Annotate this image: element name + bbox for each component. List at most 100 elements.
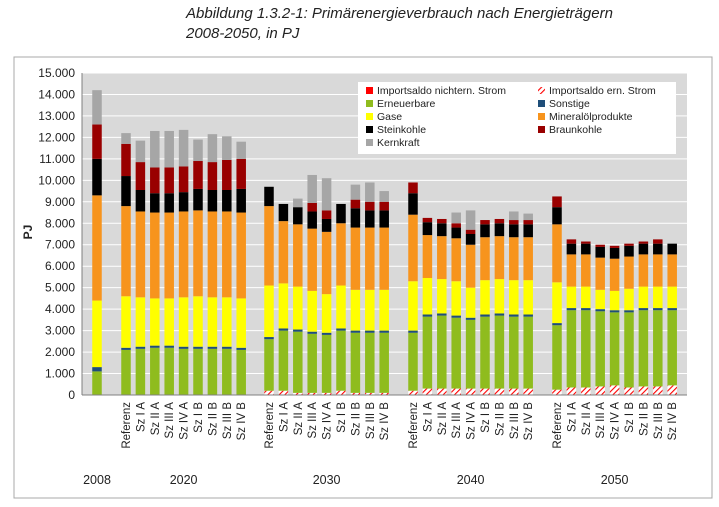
bar-segment xyxy=(278,221,289,284)
bar-segment xyxy=(581,241,591,244)
x-category-label: Sz II A xyxy=(150,402,162,436)
x-category-label: Sz IV B xyxy=(379,402,391,441)
bar-segment xyxy=(609,290,620,311)
bar-stack xyxy=(336,203,346,395)
bar-segment xyxy=(207,346,218,349)
bar-segment xyxy=(379,210,389,228)
bar-segment xyxy=(422,314,433,317)
bar-segment xyxy=(624,243,634,246)
bar-segment xyxy=(408,330,418,333)
bar-segment xyxy=(336,223,346,286)
bar-stack xyxy=(465,210,476,395)
bar-segment xyxy=(222,189,232,212)
y-tick-label: 7.000 xyxy=(45,238,75,252)
bar-segment xyxy=(336,390,346,395)
bar-segment xyxy=(609,258,620,291)
bar-segment xyxy=(150,298,160,346)
bar-segment xyxy=(566,308,577,311)
bar-segment xyxy=(293,224,303,287)
x-category-label: Sz I B xyxy=(480,402,492,433)
bar-segment xyxy=(581,286,591,309)
x-category-label: Sz I B xyxy=(336,402,348,433)
x-category-label: Referenz xyxy=(408,402,420,449)
bar-segment xyxy=(379,289,389,331)
bar-segment xyxy=(422,217,433,223)
bar-segment xyxy=(278,330,289,391)
bar-segment xyxy=(193,161,203,189)
bar-stack xyxy=(581,241,591,395)
bar-stack xyxy=(638,241,649,395)
bar-stack xyxy=(379,191,389,395)
x-category-label: Sz IV A xyxy=(179,402,191,440)
bar-segment xyxy=(307,228,317,291)
x-category-label: Sz II A xyxy=(581,402,593,436)
x-category-label: Sz IV A xyxy=(466,402,478,440)
bar-segment xyxy=(465,317,476,320)
x-category-label: Sz IV A xyxy=(322,402,334,440)
bar-segment xyxy=(451,317,461,389)
bar-segment xyxy=(321,210,332,219)
bar-segment xyxy=(552,282,562,324)
bar-segment xyxy=(609,310,620,313)
bar-segment xyxy=(150,167,160,194)
bar-segment xyxy=(653,310,663,387)
bar-segment xyxy=(581,243,591,255)
legend-label: Erneuerbare xyxy=(377,98,436,110)
bar-segment xyxy=(480,237,490,281)
bar-stack xyxy=(321,178,332,395)
bar-segment xyxy=(624,312,634,388)
bar-segment xyxy=(509,220,519,225)
bar-segment xyxy=(150,193,160,213)
bar-segment xyxy=(278,203,289,222)
bar-segment xyxy=(451,212,461,224)
bar-stack xyxy=(422,217,433,395)
bar-segment xyxy=(207,162,218,190)
bar-segment xyxy=(638,243,649,255)
bar-segment xyxy=(422,222,433,236)
bar-stack xyxy=(236,141,246,395)
bar-stack xyxy=(595,244,605,395)
bar-segment xyxy=(379,332,389,393)
bar-segment xyxy=(638,310,649,387)
bar-segment xyxy=(178,129,189,167)
bar-segment xyxy=(509,388,519,395)
bar-segment xyxy=(121,176,131,207)
y-tick-label: 8.000 xyxy=(45,216,75,230)
x-category-label: Sz IV B xyxy=(667,402,679,441)
bar-segment xyxy=(552,389,562,395)
bar-segment xyxy=(193,296,203,347)
bar-segment xyxy=(624,387,634,395)
bar-segment xyxy=(566,286,577,309)
bar-segment xyxy=(278,390,289,395)
bar-segment xyxy=(638,386,649,395)
bar-segment xyxy=(365,210,375,228)
bar-segment xyxy=(365,332,375,393)
bar-segment xyxy=(236,141,246,159)
bar-segment xyxy=(135,140,146,163)
x-category-label: Sz II A xyxy=(293,402,305,436)
bar-segment xyxy=(164,298,174,346)
bar-segment xyxy=(494,388,505,395)
bar-segment xyxy=(150,130,160,168)
y-axis-label: PJ xyxy=(21,225,35,240)
bar-segment xyxy=(164,167,174,194)
bar-segment xyxy=(121,206,131,297)
bar-segment xyxy=(523,237,533,281)
legend-swatch xyxy=(366,126,373,133)
bar-segment xyxy=(307,392,317,395)
bar-segment xyxy=(178,346,189,349)
bar-segment xyxy=(379,201,389,211)
bar-segment xyxy=(523,224,533,238)
bar-segment xyxy=(408,332,418,391)
bar-segment xyxy=(653,239,663,244)
bar-segment xyxy=(480,314,490,317)
bar-segment xyxy=(293,207,303,225)
bar-stack xyxy=(365,182,375,395)
x-group-label: 2030 xyxy=(313,473,341,487)
y-tick-label: 3.000 xyxy=(45,324,75,338)
bar-segment xyxy=(465,210,476,230)
bar-segment xyxy=(350,227,361,290)
bar-segment xyxy=(121,347,131,350)
y-tick-label: 12.000 xyxy=(38,130,75,144)
